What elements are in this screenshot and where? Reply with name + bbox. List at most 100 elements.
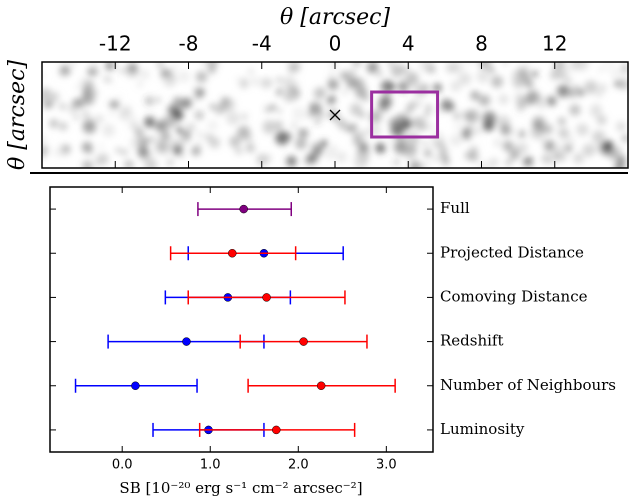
point xyxy=(240,205,248,213)
noise-blob xyxy=(315,119,320,124)
noise-blob xyxy=(420,123,427,130)
noise-blob xyxy=(185,130,191,136)
category-label: Redshift xyxy=(440,332,504,350)
noise-blob xyxy=(459,111,464,116)
point xyxy=(272,426,280,434)
x-tick-label: -4 xyxy=(252,32,272,56)
noise-blob xyxy=(388,84,395,91)
x-tick-label: -12 xyxy=(99,32,132,56)
noise-blob xyxy=(292,107,306,121)
noise-blob xyxy=(275,131,289,145)
noise-blob xyxy=(394,140,408,154)
noise-blob xyxy=(604,59,617,72)
noise-blob xyxy=(350,71,354,75)
noise-blob xyxy=(183,124,187,128)
noise-blob xyxy=(591,103,601,113)
noise-blob xyxy=(440,146,447,153)
noise-blob xyxy=(315,142,319,146)
noise-blob xyxy=(622,63,627,68)
noise-blob xyxy=(598,84,606,92)
noise-blob xyxy=(174,97,181,104)
noise-blob xyxy=(278,109,282,113)
noise-blob xyxy=(362,94,369,101)
noise-blob xyxy=(276,77,282,83)
point xyxy=(182,338,190,346)
noise-blob xyxy=(516,96,529,109)
noise-blob xyxy=(97,143,105,151)
point xyxy=(317,382,325,390)
noise-blob xyxy=(116,148,120,152)
noise-blob xyxy=(94,157,104,167)
noise-blob xyxy=(102,124,115,137)
noise-blob xyxy=(616,122,626,132)
noise-blob xyxy=(234,75,243,84)
noise-blob xyxy=(37,144,50,157)
noise-blob xyxy=(200,60,206,66)
noise-blob xyxy=(327,79,338,90)
noise-blob xyxy=(163,73,177,87)
noise-blob xyxy=(275,121,283,129)
noise-blob xyxy=(39,72,47,80)
top-x-label: θ [arcsec] xyxy=(280,5,390,30)
noise-blob xyxy=(603,141,614,152)
noise-blob xyxy=(379,95,392,108)
noise-blob xyxy=(510,153,518,161)
noise-blob xyxy=(489,68,494,73)
noise-blob xyxy=(292,123,296,127)
x-tick-label: 2.0 xyxy=(288,458,309,473)
noise-blob xyxy=(475,127,482,134)
noise-blob xyxy=(270,105,276,111)
noise-blob xyxy=(582,144,595,157)
noise-blob xyxy=(79,78,92,91)
noise-blob xyxy=(244,134,253,143)
noise-blob xyxy=(209,137,220,148)
noise-blob xyxy=(510,75,524,89)
noise-blob xyxy=(359,112,364,117)
noise-blob xyxy=(427,123,434,130)
noise-blob xyxy=(263,120,277,134)
noise-blob xyxy=(427,161,431,165)
noise-blob xyxy=(320,114,324,118)
noise-blob xyxy=(506,160,511,165)
noise-blob xyxy=(85,90,93,98)
x-tick-label: 3.0 xyxy=(376,458,397,473)
noise-blob xyxy=(483,111,496,124)
noise-blob xyxy=(178,70,191,83)
noise-blob xyxy=(493,139,501,147)
noise-blob xyxy=(440,141,445,146)
noise-blob xyxy=(109,112,113,116)
noise-blob xyxy=(110,100,119,109)
noise-blob xyxy=(427,65,436,74)
noise-blob xyxy=(251,77,260,86)
noise-blob xyxy=(256,154,268,166)
category-label: Comoving Distance xyxy=(440,287,588,305)
noise-blob xyxy=(570,59,582,71)
noise-blob xyxy=(479,57,491,69)
noise-blob xyxy=(83,112,88,117)
image xyxy=(37,56,630,173)
noise-blob xyxy=(525,80,533,88)
noise-blob xyxy=(477,70,490,83)
noise-blob xyxy=(125,160,133,168)
noise-blob xyxy=(447,150,452,155)
noise-blob xyxy=(354,155,368,169)
noise-blob xyxy=(137,81,143,87)
noise-blob xyxy=(394,159,400,165)
noise-blob xyxy=(119,68,124,73)
noise-blob xyxy=(552,149,564,161)
noise-blob xyxy=(118,108,131,121)
noise-blob xyxy=(359,143,367,151)
noise-blob xyxy=(320,140,328,148)
category-label: Full xyxy=(440,199,470,217)
noise-blob xyxy=(614,80,621,87)
noise-blob xyxy=(82,142,92,152)
noise-blob xyxy=(620,78,628,86)
point xyxy=(263,293,271,301)
noise-blob xyxy=(103,76,109,82)
noise-blob xyxy=(286,156,297,167)
noise-blob xyxy=(207,120,218,131)
noise-blob xyxy=(49,92,59,102)
noise-blob xyxy=(406,108,412,114)
x-tick-label: 0.0 xyxy=(112,458,133,473)
noise-blob xyxy=(191,146,200,155)
